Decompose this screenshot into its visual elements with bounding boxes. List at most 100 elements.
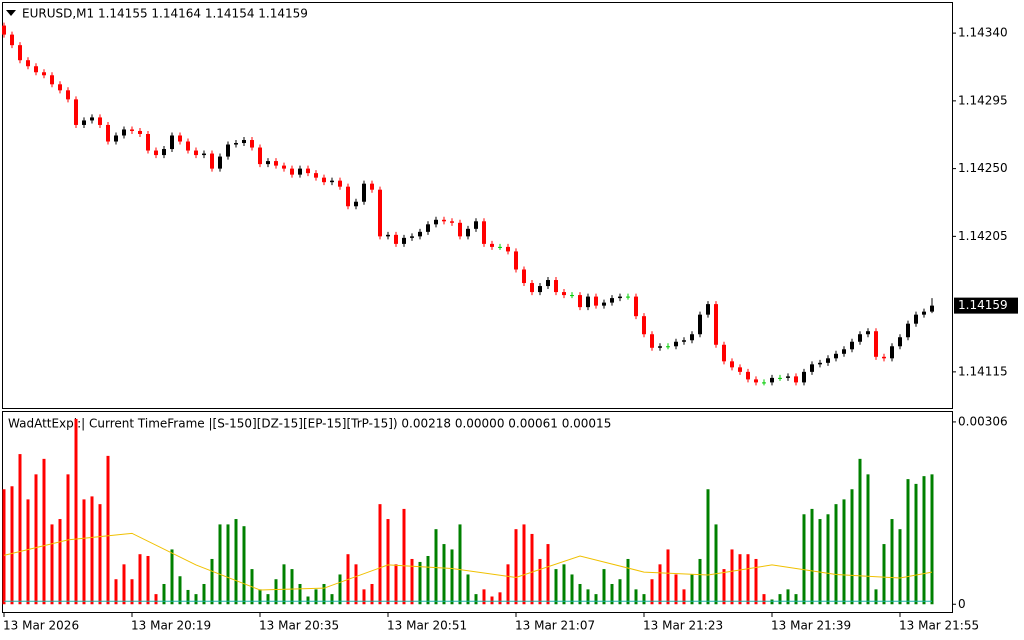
histogram-bar [586, 589, 590, 605]
dropdown-arrow[interactable] [6, 10, 16, 16]
histogram-bar [338, 574, 342, 605]
candle-body [658, 346, 662, 348]
histogram-bar [10, 486, 14, 605]
histogram-bar [274, 579, 278, 605]
candle-body [914, 314, 918, 324]
histogram-bar [202, 583, 206, 605]
candle-body [362, 183, 366, 202]
histogram-bar [98, 504, 102, 605]
histogram-bar [570, 574, 574, 605]
candle-body [546, 280, 550, 287]
candle-body [66, 90, 70, 100]
candle-body [290, 168, 294, 175]
candle-body [706, 304, 710, 315]
histogram-bar [578, 583, 582, 605]
candle-body [370, 183, 374, 190]
histogram-bar [634, 589, 638, 605]
candle-body [466, 228, 470, 237]
y-tick-label: 1.14115 [958, 364, 1008, 378]
candle-body [738, 367, 742, 372]
histogram-bar [282, 564, 286, 605]
histogram-bar [258, 589, 262, 605]
candle-body [458, 222, 462, 237]
candle-body [650, 334, 654, 348]
histogram-bar [746, 554, 750, 605]
x-tick-label: 13 Mar 21:39 [771, 619, 851, 633]
histogram-bar [858, 458, 862, 605]
candle-body [626, 296, 630, 298]
histogram-bar [730, 549, 734, 605]
histogram-bar [626, 558, 630, 605]
histogram-bar [106, 455, 110, 605]
indicator-header: WadAttExpl:| Current TimeFrame |[S-150][… [8, 417, 611, 431]
candle-body [330, 180, 334, 183]
candle-body [426, 224, 430, 232]
histogram-bar [434, 529, 438, 605]
candle-body [210, 153, 214, 169]
x-tick-label: 13 Mar 21:07 [515, 619, 595, 633]
histogram-bar [874, 589, 878, 605]
candle-body [306, 168, 310, 174]
histogram-bar [234, 519, 238, 605]
candle-body [18, 45, 22, 61]
histogram-bar [66, 474, 70, 605]
candle-body [218, 156, 222, 169]
candle-body [826, 358, 830, 363]
candle-body [794, 376, 798, 383]
histogram-bar [754, 558, 758, 605]
y-tick-label: 0.00306 [958, 414, 1008, 428]
histogram-bar [786, 589, 790, 605]
histogram-bar [850, 489, 854, 605]
last-price-box [954, 297, 1018, 314]
candle-body [578, 295, 582, 308]
histogram-bar [906, 479, 910, 605]
candle-body [298, 168, 302, 175]
histogram-bar [130, 579, 134, 605]
candle-body [274, 161, 278, 166]
histogram-bar [450, 549, 454, 605]
histogram-bar [186, 589, 190, 605]
candle-body [786, 376, 790, 378]
x-tick-label: 13 Mar 21:23 [643, 619, 723, 633]
candle-body [170, 135, 174, 150]
histogram-bar [170, 549, 174, 605]
candle-body [586, 296, 590, 308]
histogram-bar [594, 594, 598, 605]
candle-body [570, 295, 574, 297]
histogram-bar [762, 594, 766, 605]
histogram-bar [58, 519, 62, 605]
candle-body [482, 221, 486, 244]
histogram-bar [418, 561, 422, 605]
y-tick-label: 1.14340 [958, 26, 1008, 40]
candle-body [618, 296, 622, 299]
candle-body [266, 161, 270, 165]
histogram-bar [114, 579, 118, 605]
candle-body [402, 237, 406, 244]
histogram-bar [778, 594, 782, 605]
candle-body [122, 129, 126, 136]
candle-body [690, 334, 694, 341]
histogram-bar [322, 583, 326, 605]
candle-body [778, 377, 782, 379]
histogram-bar [914, 483, 918, 605]
candle-body [562, 292, 566, 296]
histogram-bar [386, 519, 390, 605]
histogram-bar [682, 589, 686, 605]
candle-body [346, 186, 350, 207]
candle-body [602, 302, 606, 306]
histogram-bar [514, 529, 518, 605]
candle-body [818, 362, 822, 365]
candle-body [378, 189, 382, 237]
y-tick-label: 1.14205 [958, 229, 1008, 243]
candle-body [226, 144, 230, 157]
histogram-bar [882, 544, 886, 605]
histogram-bar [74, 418, 78, 605]
candle-body [866, 331, 870, 335]
histogram-bar [42, 458, 46, 605]
x-tick-label: 13 Mar 20:51 [387, 619, 467, 633]
histogram-bar [530, 533, 534, 605]
histogram-bar [266, 594, 270, 605]
candle-body [10, 34, 14, 46]
histogram-bar [866, 474, 870, 605]
histogram-bar [50, 524, 54, 605]
